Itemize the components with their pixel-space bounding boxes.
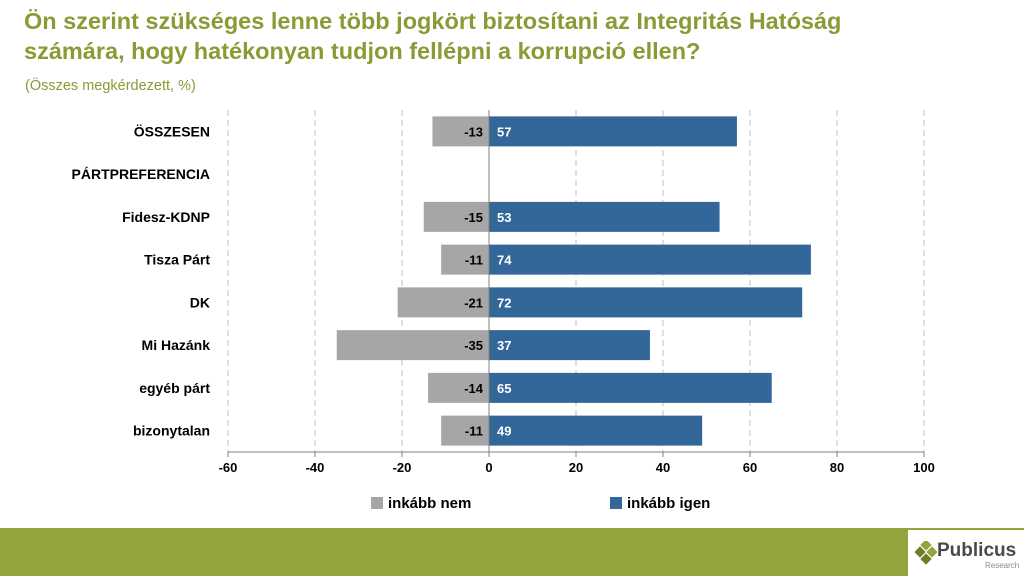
title-line-1: Ön szerint szükséges lenne több jogkört … [24, 8, 842, 34]
category-label: bizonytalan [133, 423, 210, 439]
data-label-pos: 74 [497, 253, 512, 268]
legend-swatch-neg [371, 497, 383, 509]
legend-label-neg: inkább nem [388, 495, 471, 512]
publicus-logo-icon [915, 541, 937, 565]
bar-neg [336, 330, 489, 361]
data-label-pos: 53 [497, 210, 511, 225]
x-tick-label: -20 [393, 460, 412, 475]
bar-neg [441, 415, 489, 446]
x-tick-label: -40 [306, 460, 325, 475]
logo-sub: Research [985, 561, 1020, 570]
data-label-neg: -35 [464, 338, 483, 353]
x-tick-label: 80 [830, 460, 844, 475]
data-label-neg: -14 [464, 381, 484, 396]
data-label-neg: -11 [465, 424, 483, 439]
x-tick-label: 40 [656, 460, 670, 475]
category-label: Fidesz-KDNP [122, 209, 210, 225]
category-label: Tisza Párt [144, 252, 210, 268]
data-label-pos: 37 [497, 338, 511, 353]
bar-pos [489, 244, 811, 275]
bar-chart: ÖSSZESEN -13 57 PÁRTPREFERENCIA Fidesz-KDNP -… [72, 110, 935, 512]
bar-pos [489, 415, 703, 446]
category-label: ÖSSZESEN [134, 123, 210, 139]
category-label: PÁRTPREFERENCIA [72, 166, 210, 182]
bar-pos [489, 330, 650, 361]
data-label-neg: -11 [465, 253, 483, 268]
logo-name: Publicus [937, 540, 1017, 561]
x-tick-label: -60 [219, 460, 238, 475]
footer-bar [0, 528, 1024, 576]
chart-subtitle: (Összes megkérdezett, %) [25, 78, 196, 94]
category-label: DK [190, 294, 210, 310]
category-label: Mi Hazánk [142, 337, 211, 353]
bar-pos [489, 287, 803, 318]
x-tick-label: 100 [913, 460, 935, 475]
bar-neg [423, 201, 489, 232]
x-tick-label: 20 [569, 460, 583, 475]
bar-pos [489, 116, 737, 147]
bar-neg [428, 372, 489, 403]
title-line-2: számára, hogy hatékonyan tudjon fellépni… [24, 38, 701, 64]
logo-area [908, 530, 1024, 576]
bar-pos [489, 372, 772, 403]
data-label-neg: -21 [464, 295, 483, 310]
bar-neg [397, 287, 489, 318]
bar-pos [489, 201, 720, 232]
chart-title: Ön szerint szükséges lenne több jogkört … [24, 6, 1014, 66]
data-label-pos: 49 [497, 424, 511, 439]
data-label-neg: -15 [464, 210, 483, 225]
data-label-pos: 65 [497, 381, 511, 396]
x-tick-label: 0 [485, 460, 492, 475]
data-label-pos: 57 [497, 124, 511, 139]
legend-swatch-pos [610, 497, 622, 509]
bar-neg [441, 244, 489, 275]
category-label: egyéb párt [139, 380, 210, 396]
data-label-pos: 72 [497, 295, 511, 310]
data-label-neg: -13 [464, 124, 483, 139]
bar-neg [432, 116, 489, 147]
x-tick-label: 60 [743, 460, 757, 475]
legend-label-pos: inkább igen [627, 495, 710, 512]
